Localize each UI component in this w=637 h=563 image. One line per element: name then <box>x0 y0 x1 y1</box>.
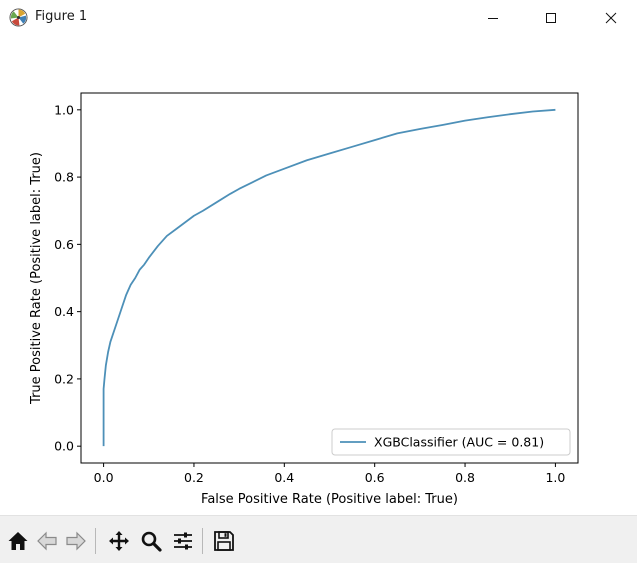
floppy-disk-icon <box>214 531 234 551</box>
maximize-icon <box>546 13 556 23</box>
toolbar-separator <box>202 528 203 554</box>
roc-chart: 0.0 0.2 0.4 0.6 0.8 1.0 0.0 0.2 0.4 0.6 0.8 1.0 Fals… <box>29 92 579 507</box>
x-axis-label: False Positive Rate (Positive label: Tru… <box>201 492 458 507</box>
y-tick-label: 0.4 <box>54 304 74 319</box>
x-tick-label: 0.6 <box>365 470 385 485</box>
toolbar-separator <box>95 528 96 554</box>
sliders-icon <box>174 532 192 550</box>
pan-button[interactable] <box>106 528 132 554</box>
x-tick-label: 0.4 <box>274 470 294 485</box>
minimize-icon <box>488 18 498 19</box>
matplotlib-logo-icon <box>9 8 28 27</box>
move-icon <box>109 531 129 551</box>
window-titlebar: Figure 1 <box>0 0 637 36</box>
configure-subplots-button[interactable] <box>170 528 196 554</box>
home-button[interactable] <box>5 528 31 554</box>
back-button[interactable] <box>34 528 60 554</box>
y-axis-label: True Positive Rate (Positive label: True… <box>29 152 44 405</box>
y-tick-label: 0.8 <box>54 170 74 185</box>
x-tick-label: 1.0 <box>545 470 565 485</box>
navigation-toolbar <box>0 515 637 563</box>
magnifier-icon <box>141 531 162 552</box>
window-title: Figure 1 <box>35 9 88 24</box>
roc-curve-line <box>102 108 556 447</box>
home-icon <box>8 532 28 550</box>
minimize-button[interactable] <box>470 0 516 36</box>
y-tick-label: 0.6 <box>54 237 74 252</box>
forward-arrow-icon <box>66 531 86 551</box>
y-tick-label: 0.2 <box>54 371 74 386</box>
close-icon <box>605 12 617 24</box>
zoom-button[interactable] <box>138 528 164 554</box>
close-button[interactable] <box>588 0 634 36</box>
figure-canvas[interactable]: 0.0 0.2 0.4 0.6 0.8 1.0 0.0 0.2 0.4 0.6 0.8 1.0 Fals… <box>0 36 637 515</box>
x-tick-label: 0.0 <box>94 470 114 485</box>
x-tick-label: 0.8 <box>455 470 475 485</box>
save-button[interactable] <box>211 528 237 554</box>
y-tick-label: 0.0 <box>54 439 74 454</box>
legend-box <box>331 428 571 456</box>
x-tick-label: 0.2 <box>184 470 204 485</box>
legend-label: XGBClassifier (AUC = 0.81) <box>374 435 544 450</box>
axes-frame <box>80 92 579 464</box>
forward-button[interactable] <box>63 528 89 554</box>
back-arrow-icon <box>37 531 57 551</box>
maximize-button[interactable] <box>528 0 574 36</box>
y-tick-label: 1.0 <box>54 102 74 117</box>
